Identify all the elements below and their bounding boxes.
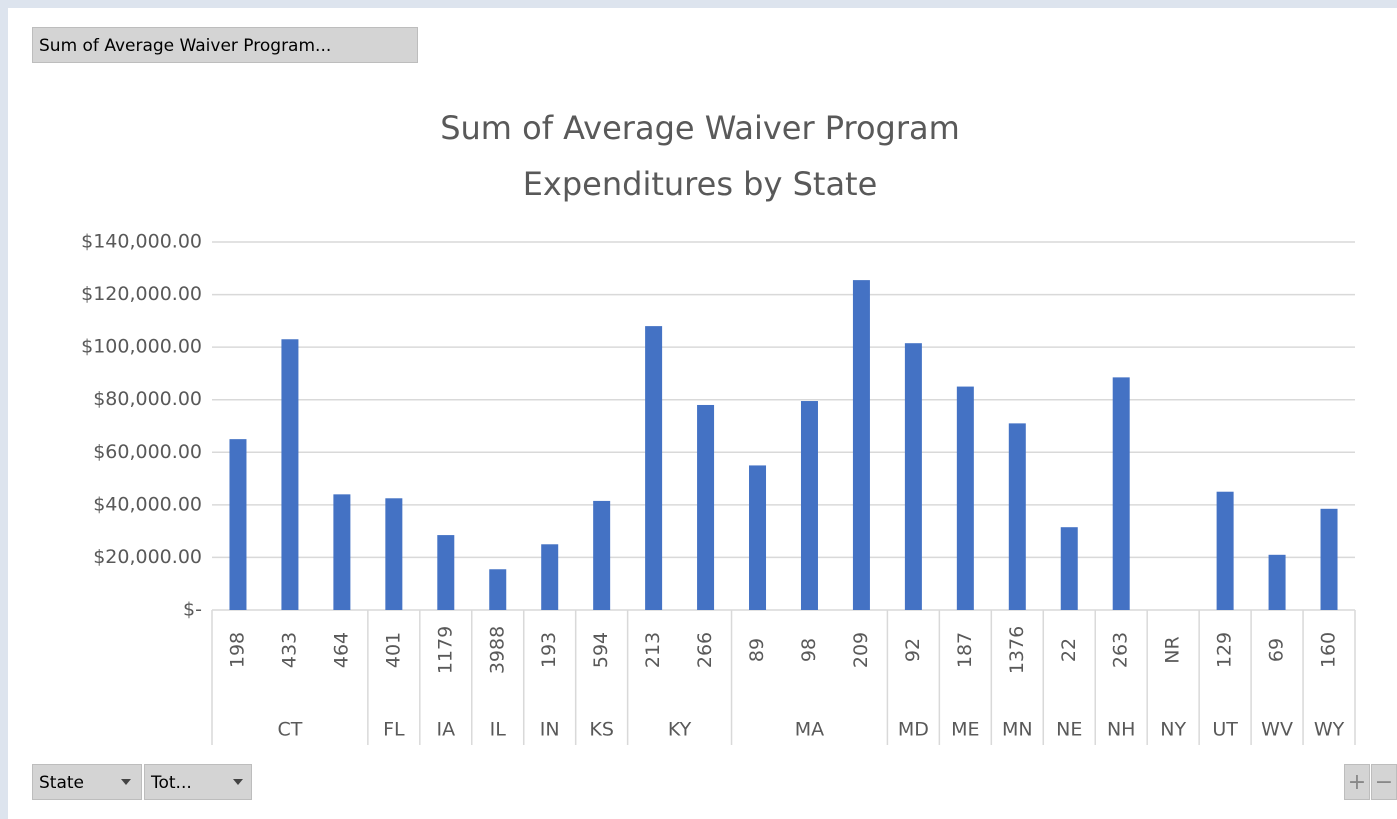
filter-label: Tot... (151, 773, 192, 793)
dropdown-arrow (233, 779, 243, 785)
zoom-in[interactable]: + (1344, 764, 1370, 800)
filter-button[interactable]: State (32, 764, 142, 800)
zoom-out[interactable]: − (1371, 764, 1397, 800)
dropdown-arrow (121, 779, 131, 785)
filter-label: State (39, 773, 84, 793)
chart-title: Sum of Average Waiver Program Expenditur… (440, 109, 960, 203)
filter-button[interactable]: Tot... (144, 764, 252, 800)
field-button[interactable]: Sum of Average Waiver Program... (32, 27, 418, 63)
